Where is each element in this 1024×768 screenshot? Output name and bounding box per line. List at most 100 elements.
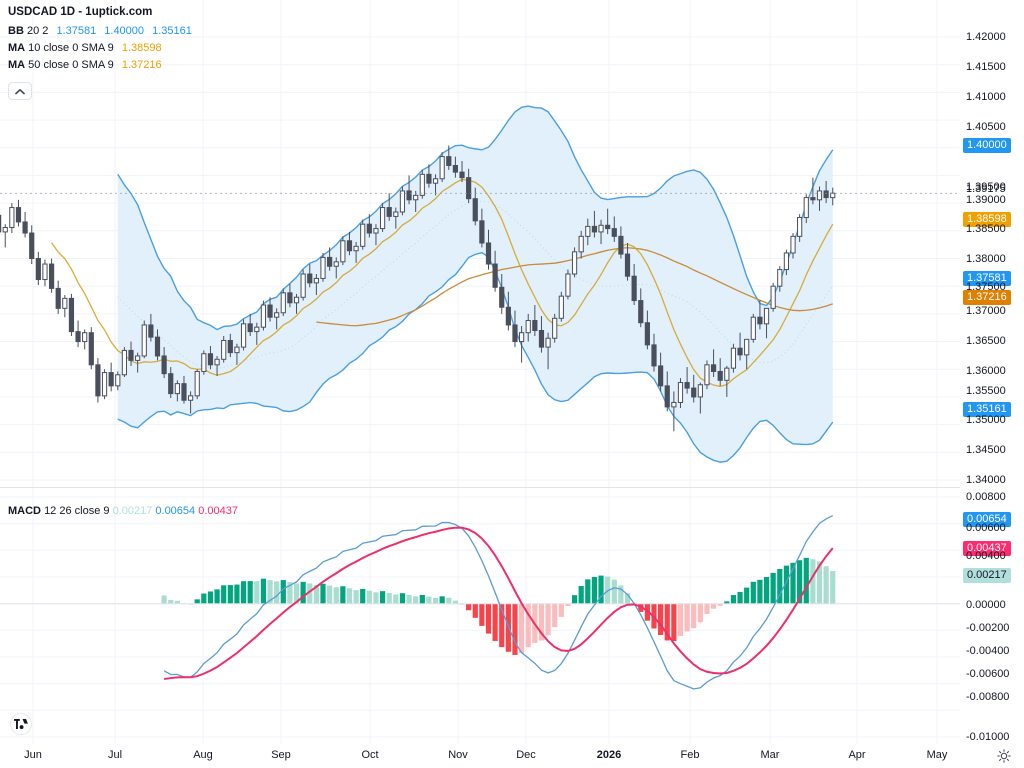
price-tick-142000: 1.42000 (960, 31, 1024, 43)
tick-label: 1.40000 (963, 138, 1011, 153)
time-tick-dec: Dec (516, 749, 536, 761)
tick-label: 1.35161 (963, 402, 1011, 417)
tick-label: 0.00437 (963, 541, 1011, 556)
tick-label: 1.38598 (963, 212, 1011, 227)
price-tick-141000: 1.41000 (960, 91, 1024, 103)
macd-tick-000217: 0.00217 (960, 568, 1024, 583)
price-tick-135161: 1.35161 (960, 402, 1024, 417)
price-scale[interactable]: 1.42000 1.41500 1.41000 1.40500 1.40000 1.395… (960, 0, 1024, 744)
price-tick-135500: 1.35500 (960, 385, 1024, 397)
tick-label: -0.00400 (966, 645, 1010, 657)
time-tick-feb: Feb (680, 749, 700, 761)
tick-label: 1.35000 (966, 414, 1006, 426)
bollinger-upper-line (117, 105, 834, 331)
time-tick-sep: Sep (271, 749, 291, 761)
macd-tick-000400: 0.00400 (960, 550, 1024, 562)
tick-label: -0.00600 (966, 668, 1010, 680)
macd-signal-line (163, 526, 834, 680)
price-tick-134000: 1.34000 (960, 474, 1024, 486)
time-tick-mar: Mar (760, 749, 780, 761)
tick-label: 1.38500 (966, 223, 1006, 235)
bollinger-basis-line (117, 200, 834, 370)
macd-line-value: 0.00654 (155, 505, 196, 517)
price-tick-137216: 1.37216 (960, 290, 1024, 305)
settings-button[interactable] (996, 748, 1012, 764)
time-tick-jun: Jun (24, 749, 42, 761)
price-tick-136500: 1.36500 (960, 335, 1024, 347)
price-tick-138500: 1.38500 (960, 223, 1024, 235)
time-tick-jul: Jul (107, 749, 123, 761)
tick-label: 1.39175 (966, 183, 1006, 195)
macd-pane-legend: MACD 12 26 close 9 0.00217 0.00654 0.004… (8, 504, 238, 518)
price-chart-svg (0, 0, 960, 487)
macd-chart-pane[interactable] (0, 488, 960, 744)
collapse-legend-button[interactable] (8, 82, 32, 100)
macd-tick-000600: 0.00600 (960, 522, 1024, 534)
chevron-up-icon (15, 88, 25, 94)
tick-label: 0.00400 (966, 550, 1006, 562)
tick-label: 1.34500 (966, 444, 1006, 456)
price-tick-139175: 1.39175 (960, 183, 1024, 195)
tradingview-logo-glyph (14, 719, 28, 729)
macd-tick-000400: -0.00400 (960, 645, 1024, 657)
tick-label: 1.38000 (966, 253, 1006, 265)
tick-label: -0.00200 (966, 622, 1010, 634)
time-tick-apr: Apr (848, 749, 866, 761)
tick-label: 1.37000 (966, 305, 1006, 317)
macd-tick-000800: 0.00800 (960, 491, 1024, 503)
time-tick-aug: Aug (193, 749, 213, 761)
tradingview-logo-icon[interactable] (10, 713, 32, 735)
bollinger-band-fill (117, 106, 833, 463)
candlestick-series (0, 145, 836, 432)
tick-label: 1.40500 (966, 121, 1006, 133)
time-scale[interactable]: Jun Jul Aug Sep Oct Nov Dec 2026 Feb Mar Apr May (0, 744, 1024, 768)
time-tick-nov: Nov (448, 749, 468, 761)
price-tick-139500: 1.39500 (960, 181, 1024, 193)
time-tick-2026: 2026 (596, 749, 622, 761)
macd-tick-000437: 0.00437 (960, 541, 1024, 556)
macd-tick-000200: -0.00200 (960, 622, 1024, 634)
tick-label: 1.36500 (966, 335, 1006, 347)
tick-label: 1.35500 (966, 385, 1006, 397)
tick-label: 1.34000 (966, 474, 1006, 486)
macd-tick-000654: 0.00654 (960, 512, 1024, 527)
price-grid (0, 0, 960, 487)
macd-signal-value: 0.00437 (198, 505, 238, 517)
macd-indicator-params: 12 26 close 9 (44, 505, 110, 517)
tick-label: 1.37216 (963, 290, 1011, 305)
pane-divider (0, 487, 1024, 488)
gear-icon (997, 749, 1011, 763)
tick-label: 0.00000 (966, 599, 1006, 611)
macd-tick-000600: -0.00600 (960, 668, 1024, 680)
macd-tick-000000: 0.00000 (960, 599, 1024, 611)
price-tick-141500: 1.41500 (960, 61, 1024, 73)
tick-label: 1.39500 (966, 181, 1006, 193)
tick-label: 0.00217 (963, 568, 1011, 583)
price-tick-137000: 1.37000 (960, 305, 1024, 317)
time-tick-may: May (926, 749, 948, 761)
tick-label: 0.00600 (966, 522, 1006, 534)
tick-label: 0.00654 (963, 512, 1011, 527)
ma10-line (51, 178, 834, 388)
tick-label: 1.36000 (966, 365, 1006, 377)
tick-label: 1.42000 (966, 31, 1006, 43)
price-tick-139000: 1.39000 (960, 194, 1024, 206)
price-tick-140500: 1.40500 (960, 121, 1024, 133)
tick-label: 1.41000 (966, 91, 1006, 103)
macd-tick-001000: -0.01000 (960, 731, 1024, 743)
price-tick-138598: 1.38598 (960, 212, 1024, 227)
price-tick-137581: 1.37581 (960, 271, 1024, 286)
tick-label: 1.41500 (966, 61, 1006, 73)
price-tick-138000: 1.38000 (960, 253, 1024, 265)
price-chart-pane[interactable] (0, 0, 960, 487)
price-tick-136000: 1.36000 (960, 365, 1024, 377)
macd-indicator-name: MACD (8, 505, 41, 517)
tick-label: 1.37581 (963, 271, 1011, 286)
macd-hist-value: 0.00217 (112, 505, 153, 517)
tick-label: -0.00800 (966, 691, 1010, 703)
macd-tick-000800: -0.00800 (960, 691, 1024, 703)
macd-chart-svg (0, 488, 960, 744)
tick-label: 0.00800 (966, 491, 1006, 503)
time-tick-oct: Oct (361, 749, 379, 761)
